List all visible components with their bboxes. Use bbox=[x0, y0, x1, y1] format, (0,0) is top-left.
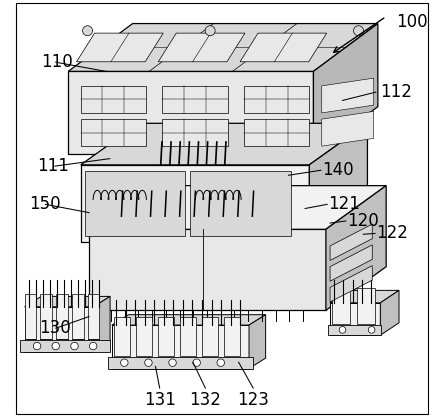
Polygon shape bbox=[224, 317, 240, 356]
Text: 132: 132 bbox=[190, 392, 221, 409]
Text: 123: 123 bbox=[237, 392, 269, 409]
Text: 100: 100 bbox=[396, 13, 428, 31]
Text: 111: 111 bbox=[37, 157, 69, 175]
Polygon shape bbox=[244, 86, 309, 113]
Polygon shape bbox=[158, 317, 174, 356]
Polygon shape bbox=[158, 33, 245, 62]
Polygon shape bbox=[322, 78, 374, 113]
Polygon shape bbox=[81, 86, 146, 113]
Polygon shape bbox=[20, 340, 110, 352]
Polygon shape bbox=[332, 288, 350, 324]
Circle shape bbox=[145, 359, 152, 367]
Text: 122: 122 bbox=[376, 224, 408, 242]
Text: 140: 140 bbox=[322, 161, 353, 179]
Polygon shape bbox=[163, 86, 227, 113]
Circle shape bbox=[193, 359, 200, 367]
Polygon shape bbox=[190, 171, 290, 236]
Polygon shape bbox=[88, 294, 99, 339]
Text: 130: 130 bbox=[39, 319, 71, 337]
Polygon shape bbox=[330, 290, 399, 303]
Text: 110: 110 bbox=[41, 53, 73, 71]
Polygon shape bbox=[56, 294, 68, 339]
Polygon shape bbox=[94, 296, 110, 352]
Polygon shape bbox=[326, 186, 386, 310]
Polygon shape bbox=[180, 317, 196, 356]
Circle shape bbox=[368, 327, 375, 333]
Polygon shape bbox=[330, 224, 372, 261]
Polygon shape bbox=[249, 315, 266, 369]
Polygon shape bbox=[81, 165, 309, 242]
Polygon shape bbox=[114, 317, 130, 356]
Circle shape bbox=[83, 26, 92, 36]
Polygon shape bbox=[330, 245, 372, 281]
Polygon shape bbox=[72, 294, 83, 339]
Polygon shape bbox=[89, 186, 386, 229]
Polygon shape bbox=[24, 294, 36, 339]
Circle shape bbox=[339, 327, 346, 333]
Polygon shape bbox=[309, 123, 368, 242]
Polygon shape bbox=[163, 119, 227, 146]
Polygon shape bbox=[68, 23, 378, 71]
Circle shape bbox=[217, 359, 225, 367]
Text: 121: 121 bbox=[328, 195, 360, 214]
Polygon shape bbox=[330, 266, 372, 302]
Polygon shape bbox=[89, 229, 326, 310]
Polygon shape bbox=[76, 33, 163, 62]
Text: 150: 150 bbox=[29, 195, 60, 214]
Text: 131: 131 bbox=[144, 392, 175, 409]
Circle shape bbox=[71, 342, 78, 350]
Polygon shape bbox=[313, 23, 378, 154]
Polygon shape bbox=[81, 119, 146, 146]
Polygon shape bbox=[112, 315, 266, 325]
Polygon shape bbox=[136, 317, 152, 356]
Circle shape bbox=[89, 342, 97, 350]
Polygon shape bbox=[322, 111, 374, 146]
Polygon shape bbox=[244, 119, 309, 146]
Polygon shape bbox=[202, 317, 218, 356]
Circle shape bbox=[353, 26, 364, 36]
Text: 112: 112 bbox=[380, 83, 412, 101]
Circle shape bbox=[52, 342, 59, 350]
Polygon shape bbox=[240, 33, 327, 62]
Text: 120: 120 bbox=[347, 212, 378, 230]
Polygon shape bbox=[381, 290, 399, 335]
Polygon shape bbox=[24, 307, 94, 352]
Polygon shape bbox=[85, 171, 186, 236]
Circle shape bbox=[169, 359, 176, 367]
Circle shape bbox=[33, 342, 41, 350]
Polygon shape bbox=[40, 294, 52, 339]
Polygon shape bbox=[328, 325, 381, 335]
Polygon shape bbox=[81, 123, 368, 165]
Circle shape bbox=[121, 359, 128, 367]
Polygon shape bbox=[112, 325, 249, 369]
Polygon shape bbox=[108, 357, 253, 369]
Polygon shape bbox=[68, 71, 313, 154]
Circle shape bbox=[205, 26, 215, 36]
Polygon shape bbox=[330, 303, 381, 335]
Polygon shape bbox=[357, 288, 375, 324]
Polygon shape bbox=[24, 296, 110, 307]
